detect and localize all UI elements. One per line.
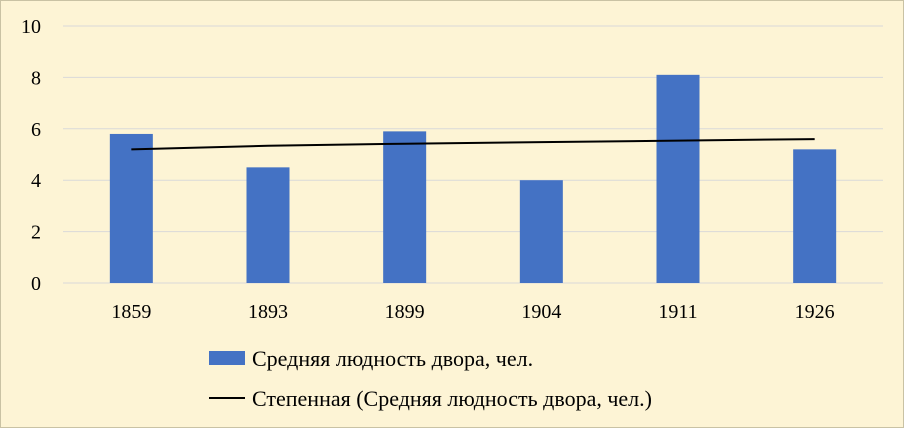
y-tick-label: 4 [31, 170, 41, 192]
y-tick-label: 10 [21, 16, 41, 38]
legend-bar-label: Средняя людность двора, чел. [252, 346, 533, 371]
y-tick-label: 8 [31, 67, 41, 89]
bar-1904 [519, 180, 563, 283]
x-tick-label: 1904 [521, 301, 561, 323]
x-tick-label: 1899 [385, 301, 425, 323]
trendline [131, 138, 815, 151]
bars [109, 74, 837, 283]
x-tick-label: 1926 [795, 301, 835, 323]
bar-1911 [656, 74, 700, 283]
legend-trend-label: Степенная (Средняя людность двора, чел.) [252, 386, 652, 411]
bar-1859 [109, 133, 153, 283]
bar-1893 [246, 167, 290, 283]
y-tick-label: 2 [31, 222, 41, 244]
x-tick-label: 1859 [111, 301, 151, 323]
bar-1926 [793, 149, 837, 283]
x-axis-ticks: 1859 1893 1899 1904 1911 1926 [111, 301, 834, 323]
x-tick-label: 1911 [658, 301, 697, 323]
legend: Средняя людность двора, чел. Степенная (… [209, 346, 652, 411]
y-axis-ticks: 0 2 4 6 8 10 [21, 16, 41, 295]
y-tick-label: 0 [31, 273, 41, 295]
bar-1899 [383, 131, 427, 283]
trendline-layer [131, 138, 815, 151]
gridlines [63, 25, 883, 284]
legend-bar-swatch [209, 351, 245, 365]
y-tick-label: 6 [31, 119, 41, 141]
x-tick-label: 1893 [248, 301, 288, 323]
